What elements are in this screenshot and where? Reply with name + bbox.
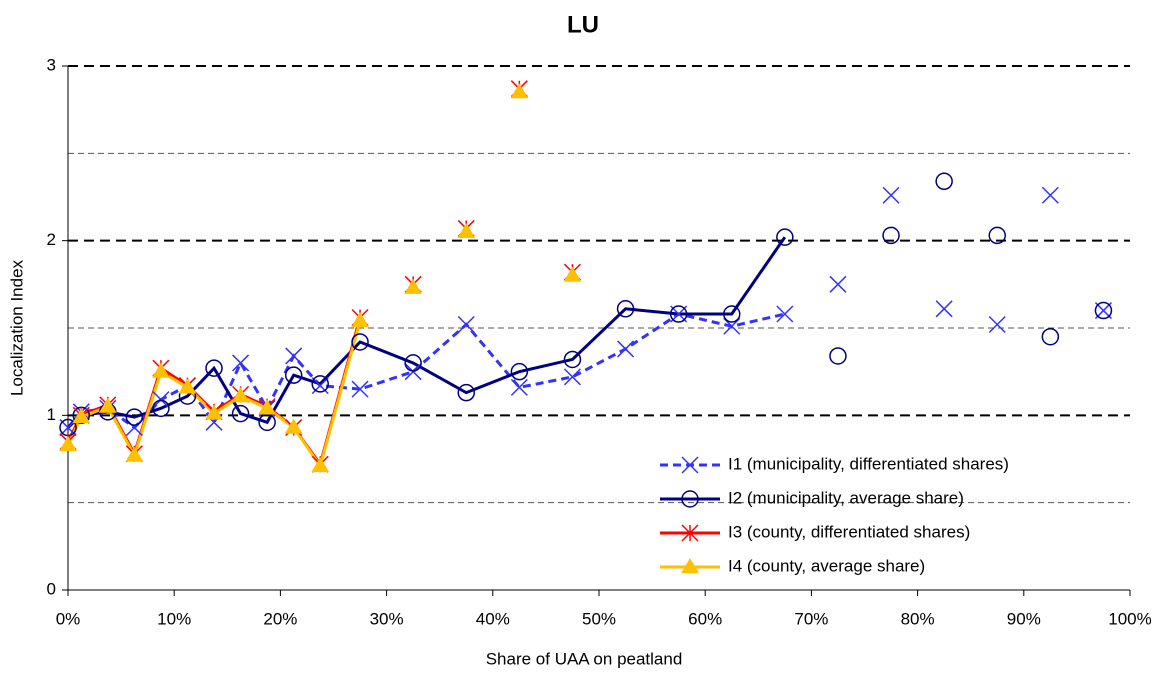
x-tick-label: 60% [688, 609, 722, 628]
point-marker [1041, 327, 1060, 346]
point-marker [510, 378, 528, 396]
point-marker [351, 380, 369, 398]
legend-label: I2 (municipality, average share) [728, 488, 964, 507]
point-marker [205, 404, 223, 420]
y-tick-label: 3 [47, 55, 56, 74]
point-marker [1094, 301, 1113, 320]
series-line [66, 320, 362, 470]
point-marker [152, 362, 170, 378]
series-line [66, 312, 786, 430]
point-marker [563, 350, 582, 369]
point-marker [510, 362, 529, 381]
point-marker [510, 83, 529, 99]
y-tick-label: 2 [47, 230, 56, 249]
legend-marker [681, 524, 699, 542]
legend-marker [681, 558, 699, 574]
chart-title: LU [567, 11, 599, 38]
point-marker [59, 436, 77, 452]
point-marker [882, 226, 900, 245]
point-marker [311, 377, 329, 395]
point-marker [231, 404, 250, 423]
point-marker [231, 387, 250, 403]
y-axis-label: Localization Index [7, 259, 26, 396]
series-line [66, 236, 787, 429]
x-tick-label: 20% [263, 609, 297, 628]
point-marker [617, 340, 635, 358]
x-tick-label: 50% [582, 609, 616, 628]
legend-marker [681, 490, 699, 508]
point-marker [457, 383, 475, 402]
x-axis-label: Share of UAA on peatland [486, 649, 683, 668]
point-marker [829, 347, 847, 365]
point-marker [404, 278, 423, 294]
x-tick-label: 10% [157, 609, 191, 628]
point-marker [457, 222, 476, 239]
point-marker [258, 399, 276, 415]
point-marker [988, 315, 1006, 334]
point-marker [125, 446, 144, 462]
point-marker [152, 399, 170, 418]
legend-label: I1 (municipality, differentiated shares) [728, 454, 1009, 473]
x-tick-label: 70% [794, 609, 828, 628]
y-tick-label: 1 [47, 405, 56, 424]
point-marker [988, 226, 1006, 245]
point-marker [285, 347, 303, 365]
x-tick-label: 100% [1108, 609, 1151, 628]
point-marker [457, 315, 475, 334]
point-marker [776, 305, 794, 323]
legend-marker [681, 456, 699, 474]
point-marker [776, 228, 794, 246]
point-marker [72, 408, 91, 424]
x-tick-label: 40% [476, 609, 510, 628]
point-marker [935, 300, 953, 318]
legend-label: I4 (county, average share) [728, 556, 925, 575]
point-marker [125, 408, 144, 426]
point-marker [935, 172, 953, 191]
x-tick-label: 90% [1007, 609, 1041, 628]
point-marker [284, 418, 303, 434]
point-marker [232, 354, 250, 372]
y-tick-label: 0 [47, 579, 56, 598]
x-tick-label: 30% [370, 609, 404, 628]
x-tick-label: 80% [901, 609, 935, 628]
point-marker [351, 333, 369, 351]
point-marker [311, 375, 329, 393]
point-marker [669, 305, 688, 323]
legend-label: I3 (county, differentiated shares) [728, 522, 970, 541]
point-marker [98, 397, 117, 413]
point-marker [311, 457, 330, 473]
x-tick-label: 0% [56, 609, 81, 628]
point-marker [284, 366, 303, 384]
point-marker [882, 186, 900, 204]
point-marker [205, 359, 223, 377]
point-marker [563, 368, 581, 386]
point-marker [351, 312, 369, 328]
point-marker [616, 300, 635, 318]
point-marker [829, 275, 847, 293]
point-marker [1041, 186, 1059, 204]
point-marker [563, 266, 582, 282]
point-marker [723, 305, 741, 323]
point-marker [404, 354, 422, 372]
point-marker [178, 378, 197, 394]
